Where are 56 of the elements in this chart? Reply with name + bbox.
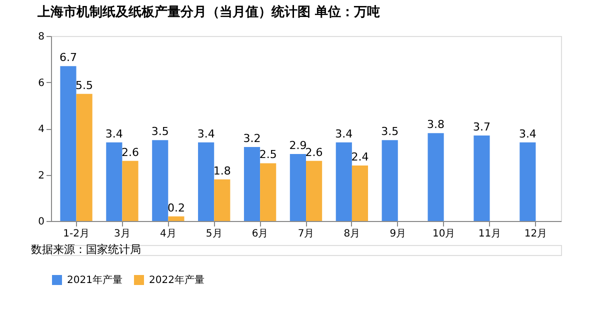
data-label: 5.5 — [76, 78, 94, 92]
bar — [474, 135, 490, 221]
bar — [152, 140, 168, 221]
data-label: 3.7 — [472, 120, 490, 134]
bar — [260, 163, 276, 221]
x-tick-label: 7月 — [298, 228, 314, 240]
bar — [306, 160, 322, 221]
data-label: 2.6 — [305, 146, 323, 159]
data-label: 2.4 — [351, 150, 369, 164]
bar — [198, 142, 214, 221]
data-label: 2.5 — [259, 148, 277, 162]
y-tick-label: 4 — [38, 124, 44, 135]
x-tick-label: 12月 — [524, 228, 548, 240]
data-label: 3.4 — [335, 127, 353, 140]
bar — [382, 140, 398, 221]
bar — [336, 142, 352, 221]
bar — [168, 216, 184, 221]
data-label: 6.7 — [59, 51, 77, 64]
data-label: 3.8 — [427, 118, 445, 132]
x-tick-label: 11月 — [478, 228, 502, 240]
data-label: 3.4 — [105, 127, 123, 140]
legend-label: 2021年产量 — [67, 274, 122, 286]
bar — [214, 179, 230, 221]
x-tick-label: 5月 — [206, 228, 222, 240]
data-label: 3.4 — [518, 127, 536, 140]
x-tick-label: 9月 — [390, 228, 406, 240]
x-tick-label: 8月 — [344, 228, 360, 240]
data-label: 2.9 — [289, 138, 307, 152]
x-tick-label: 3月 — [114, 228, 130, 240]
data-label: 3.4 — [197, 127, 215, 140]
x-tick-label: 6月 — [252, 228, 268, 240]
y-tick-label: 6 — [38, 78, 44, 89]
legend-label: 2022年产量 — [149, 274, 204, 286]
data-label: 3.5 — [151, 125, 169, 138]
data-label: 0.2 — [167, 201, 185, 214]
bar — [122, 160, 138, 221]
data-label: 2.6 — [122, 146, 140, 159]
bar — [352, 166, 368, 221]
bar — [428, 133, 444, 221]
chart-title: 上海市机制纸及纸板产量分月（当月值）统计图 单位：万吨 — [36, 4, 380, 20]
x-tick-label: 4月 — [160, 228, 176, 240]
bar — [60, 66, 76, 221]
y-tick-label: 2 — [38, 170, 44, 182]
x-tick-label: 10月 — [432, 228, 456, 240]
bar — [290, 154, 306, 221]
data-label: 3.5 — [381, 125, 399, 138]
y-tick-label: 0 — [38, 216, 44, 228]
bar — [520, 142, 536, 221]
bar — [76, 94, 92, 221]
bar — [244, 147, 260, 221]
data-label: 3.2 — [243, 132, 261, 145]
source-note: 数据来源：国家统计局 — [31, 243, 141, 256]
x-tick-label: 1-2月 — [63, 228, 90, 240]
y-tick-label: 8 — [38, 32, 44, 42]
bar — [106, 142, 122, 221]
data-label: 1.8 — [213, 164, 231, 178]
